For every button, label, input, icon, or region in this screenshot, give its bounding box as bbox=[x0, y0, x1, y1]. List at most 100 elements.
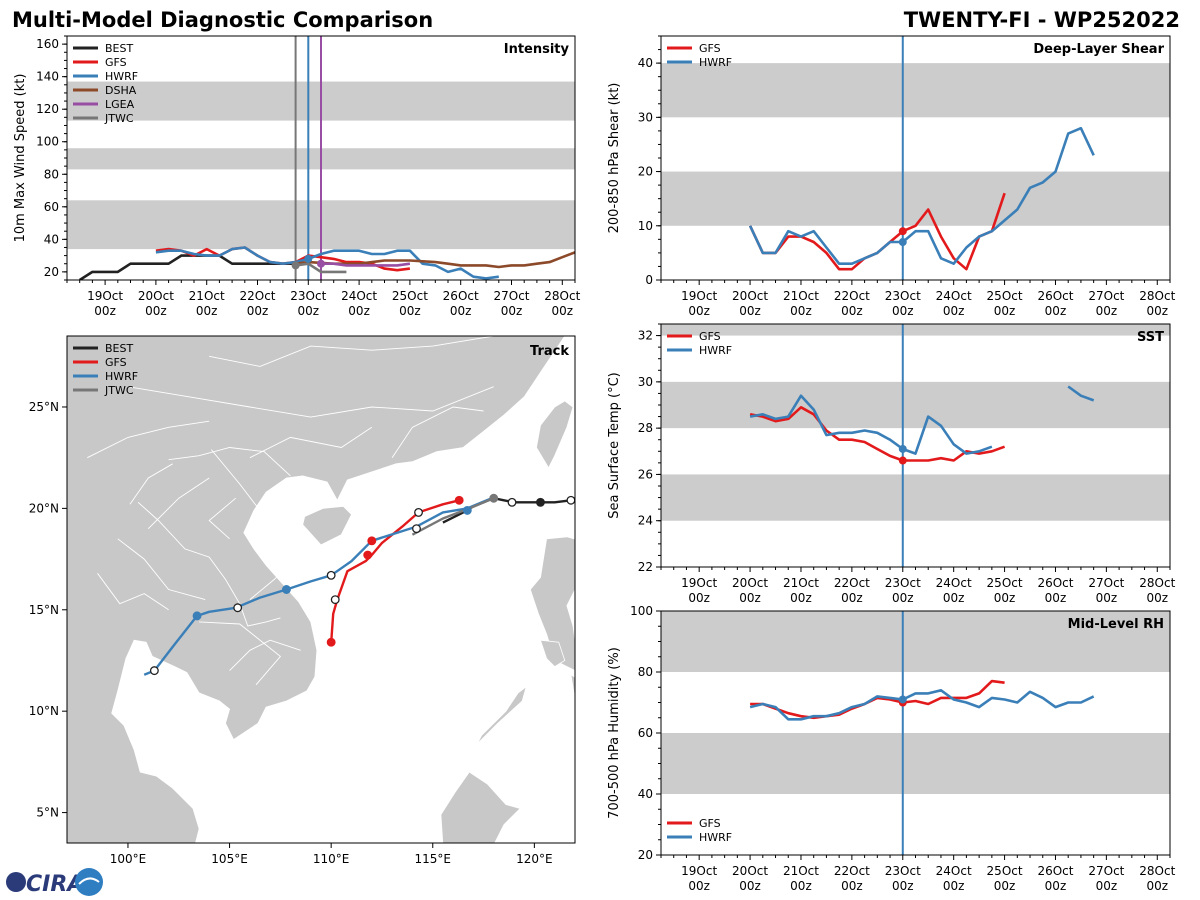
intensity-ytick-label-100: 100 bbox=[36, 135, 59, 149]
land-luzon bbox=[529, 536, 575, 672]
track-frame bbox=[66, 335, 576, 844]
track-xtick-label-110: 110°E bbox=[313, 852, 350, 866]
sst-title: SST bbox=[1137, 330, 1164, 345]
intensity-xtick-hour-26Oct: 00z bbox=[450, 304, 472, 318]
rh-xtick-hour-21Oct: 00z bbox=[790, 879, 812, 893]
intensity-xtick-hour-20Oct: 00z bbox=[145, 304, 167, 318]
map-border-1 bbox=[129, 463, 173, 505]
sst-xtick-hour-20Oct: 00z bbox=[739, 591, 761, 605]
intensity-xtick-date-20Oct: 20Oct bbox=[138, 289, 174, 303]
rh-series-hwrf-1 bbox=[749, 688, 1095, 721]
rh-xtick-hour-25Oct: 00z bbox=[994, 879, 1016, 893]
shear-marker-hwrf-1 bbox=[898, 238, 907, 247]
intensity-xtick-date-25Oct: 25Oct bbox=[392, 289, 428, 303]
rh-ytick-label-100: 100 bbox=[630, 604, 653, 618]
intensity-panel: 20 40 60 80 100 120 140 160 10m Max Wind Speed (… bbox=[13, 35, 581, 318]
sst-xtick-hour-28Oct: 00z bbox=[1146, 591, 1168, 605]
map-border-0 bbox=[168, 447, 291, 477]
cira-logo: CIRA bbox=[6, 868, 103, 897]
shear-ytick-label-30: 30 bbox=[638, 110, 653, 124]
track-point-best-2 bbox=[507, 497, 517, 507]
map-border-5 bbox=[208, 497, 236, 540]
sst-band-2 bbox=[661, 324, 1170, 336]
map-border-15 bbox=[229, 639, 301, 671]
sst-series-hwrf-2 bbox=[1067, 385, 1095, 402]
shear-xtick-hour-24Oct: 00z bbox=[943, 304, 965, 318]
intensity-ytick-label-120: 120 bbox=[36, 102, 59, 116]
shear-xtick-date-23Oct: 23Oct bbox=[885, 289, 921, 303]
intensity-xtick-date-19Oct: 19Oct bbox=[87, 289, 123, 303]
sst-xtick-hour-21Oct: 00z bbox=[790, 591, 812, 605]
shear-xtick-date-28Oct: 28Oct bbox=[1139, 289, 1175, 303]
track-point-hwrf-11 bbox=[326, 570, 336, 580]
track-point-gfs-8 bbox=[326, 637, 336, 647]
rh-xtick-hour-28Oct: 00z bbox=[1146, 879, 1168, 893]
track-ytick-label-10: 10°N bbox=[29, 704, 59, 718]
map-border-2 bbox=[137, 501, 281, 627]
sst-xtick-date-21Oct: 21Oct bbox=[783, 576, 819, 590]
sst-xtick-date-26Oct: 26Oct bbox=[1037, 576, 1073, 590]
rh-xtick-date-22Oct: 22Oct bbox=[834, 864, 870, 878]
track-ytick-label-20: 20°N bbox=[29, 501, 59, 515]
shear-series-hwrf-1 bbox=[748, 126, 1095, 266]
rh-xtick-date-25Oct: 25Oct bbox=[987, 864, 1023, 878]
rh-band-1 bbox=[661, 611, 1170, 672]
land-mindoro bbox=[539, 639, 566, 668]
sst-xtick-hour-23Oct: 00z bbox=[892, 591, 914, 605]
rh-title: Mid-Level RH bbox=[1068, 617, 1164, 632]
rh-band-0 bbox=[661, 733, 1170, 794]
intensity-xtick-date-21Oct: 21Oct bbox=[189, 289, 225, 303]
track-panel: 100°E 105°E 110°E 115°E 120°E 5°N 10°N 15°N 20°N… bbox=[29, 335, 576, 866]
intensity-ytick-label-160: 160 bbox=[36, 37, 59, 51]
intensity-plot-area bbox=[67, 36, 575, 280]
shear-xtick-hour-22Oct: 00z bbox=[841, 304, 863, 318]
rh-xtick-date-20Oct: 20Oct bbox=[732, 864, 768, 878]
intensity-series-best-0 bbox=[79, 254, 309, 280]
shear-ytick-label-0: 0 bbox=[645, 273, 653, 287]
rh-plot-area bbox=[661, 611, 1170, 855]
rh-ytick-label-20: 20 bbox=[638, 848, 653, 862]
track-legend-label-best: BEST bbox=[105, 342, 133, 355]
intensity-xtick-hour-28Oct: 00z bbox=[552, 304, 574, 318]
shear-plot-area bbox=[661, 36, 1170, 280]
map-border-9 bbox=[209, 336, 494, 367]
map-border-3 bbox=[199, 621, 282, 686]
map-border-13 bbox=[147, 477, 210, 530]
intensity-series-lgea-4 bbox=[321, 262, 411, 267]
rh-xtick-hour-23Oct: 00z bbox=[892, 879, 914, 893]
intensity-series-dsha-3 bbox=[295, 251, 575, 269]
shear-xtick-date-25Oct: 25Oct bbox=[987, 289, 1023, 303]
sst-xtick-hour-27Oct: 00z bbox=[1096, 591, 1118, 605]
track-point-hwrf-14 bbox=[192, 611, 202, 621]
map-border-11 bbox=[249, 426, 373, 459]
intensity-ytick-label-80: 80 bbox=[44, 167, 59, 181]
shear-ytick-label-40: 40 bbox=[638, 56, 653, 70]
track-point-hwrf-15 bbox=[149, 666, 159, 676]
intensity-title: Intensity bbox=[504, 42, 570, 57]
rh-ytick-label-40: 40 bbox=[638, 787, 653, 801]
logo-cloud-icon bbox=[75, 868, 103, 896]
rh-xtick-hour-20Oct: 00z bbox=[739, 879, 761, 893]
intensity-xtick-hour-27Oct: 00z bbox=[501, 304, 523, 318]
land-taiwan bbox=[535, 400, 574, 469]
shear-xtick-date-24Oct: 24Oct bbox=[936, 289, 972, 303]
track-point-gfs-7 bbox=[330, 595, 340, 605]
storm-id: TWENTY-FI - WP252022 bbox=[904, 8, 1180, 32]
sst-frame bbox=[660, 323, 1171, 568]
rh-ylabel: 700-500 hPa Humidity (%) bbox=[607, 647, 622, 819]
track-point-gfs-6 bbox=[363, 550, 373, 560]
track-ytick-label-15: 15°N bbox=[29, 603, 59, 617]
sst-xtick-date-27Oct: 27Oct bbox=[1088, 576, 1124, 590]
logo-swirl-icon bbox=[78, 877, 100, 885]
sst-xtick-hour-26Oct: 00z bbox=[1045, 591, 1067, 605]
shear-ytick-label-20: 20 bbox=[638, 165, 653, 179]
shear-xtick-hour-27Oct: 00z bbox=[1096, 304, 1118, 318]
track-point-gfs-4 bbox=[414, 507, 423, 517]
shear-xtick-date-20Oct: 20Oct bbox=[732, 289, 768, 303]
land-visayas bbox=[570, 673, 575, 700]
track-point-jtwc-16 bbox=[489, 493, 499, 503]
intensity-xtick-date-28Oct: 28Oct bbox=[544, 289, 580, 303]
shear-xtick-hour-26Oct: 00z bbox=[1045, 304, 1067, 318]
rh-legend-label-gfs: GFS bbox=[699, 817, 721, 830]
